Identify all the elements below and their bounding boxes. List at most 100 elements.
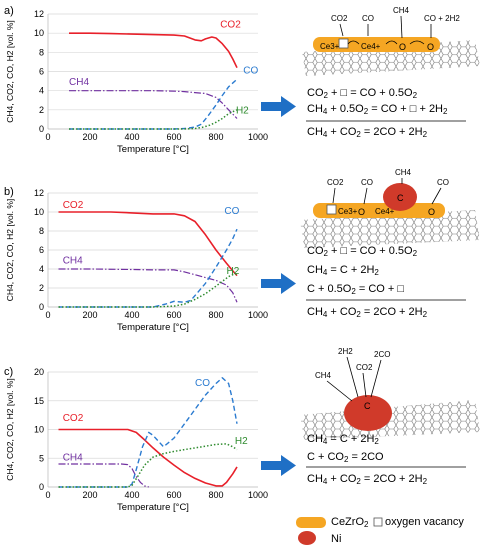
ce4-label: Ce4+ [375,207,395,216]
series-label-h2: H2 [236,106,249,117]
scheme-a: Ce3+ Ce4+ O O CO2 CO CH4 CO + 2H2 [302,6,480,76]
arrow-icon [261,455,296,476]
equation: CH4 + 0.5O2 = CO + □ + 2H2 [307,103,448,116]
series-label-ch4: CH4 [63,453,83,464]
x-tick-label: 400 [124,310,139,320]
co-label: CO [437,178,449,187]
series-line-co2 [69,32,238,69]
series-line-co [58,377,238,488]
graphene-sheet [300,210,480,248]
y-tick-label: 6 [39,67,44,77]
carbon-label: C [364,401,371,411]
arrow-icon [261,96,296,117]
arrow-icon [261,273,296,294]
series-label-co: CO [224,206,239,217]
y-tick-label: 20 [34,367,44,377]
series-label-ch4: CH4 [69,77,89,88]
x-axis-label: Temperature [°C] [117,502,189,513]
y-tick-label: 12 [34,188,44,198]
x-tick-label: 1000 [248,132,268,142]
panel-label-c: c) [4,366,13,378]
series-line-co [69,78,238,130]
y-tick-label: 10 [34,28,44,38]
oxygen-atom: O [428,207,435,217]
series-label-h2: H2 [227,266,240,277]
y-tick-label: 8 [39,226,44,236]
legend-cezro2: CeZrO2 [331,516,369,529]
legend-vacancy: oxygen vacancy [385,516,464,528]
series-label-h2: H2 [235,436,248,447]
series-label-co2: CO2 [63,413,84,424]
vacancy-icon [338,38,349,49]
x-tick-label: 200 [82,132,97,142]
y-tick-label: 15 [34,396,44,406]
x-tick-label: 400 [124,490,139,500]
series-line-h2 [58,273,238,308]
series-line-co2 [58,428,238,487]
y-tick-label: 6 [39,245,44,255]
equation: CO2 + □ = CO + 0.5O2 [307,87,418,100]
x-axis-label: Temperature [°C] [117,322,189,333]
series-label-co2: CO2 [220,19,241,30]
overall-equation: CH4 + CO2 = 2CO + 2H2 [307,306,428,319]
ni-particle [344,395,392,431]
panel-label-b: b) [4,186,14,198]
x-tick-label: 600 [166,132,181,142]
ce4-label: Ce4+ [361,42,381,51]
x-tick-label: 800 [208,490,223,500]
co-label: CO [362,14,374,23]
co-label: 2CO [374,350,390,359]
overall-equation: CH4 + CO2 = 2CO + 2H2 [307,473,428,486]
scheme-b: C Ce3+ Ce4+ O O CO2 CO CH4 CO [300,168,480,248]
y-axis-label: CH4, CO2, CO, H2 [vol. %] [5,20,15,123]
x-tick-label: 800 [208,310,223,320]
equation: C + 0.5O2 = CO + □ [307,283,404,296]
x-tick-label: 800 [208,132,223,142]
series-label-co2: CO2 [63,200,84,211]
x-tick-label: 0 [45,132,50,142]
y-tick-label: 10 [34,207,44,217]
oxygen-atom: O [399,42,406,52]
co-label: CO [361,178,373,187]
y-tick-label: 2 [39,283,44,293]
x-tick-label: 0 [45,490,50,500]
vacancy-icon [373,517,383,527]
y-tick-label: 0 [39,124,44,134]
y-axis-label: CH4, CO2, CO, H2 [vol. %] [5,199,15,302]
series-label-co: CO [243,65,258,76]
x-tick-label: 600 [166,310,181,320]
ch4-label: CH4 [315,371,332,380]
ni-legend-swatch [298,531,316,545]
panel-label-a: a) [4,5,14,17]
y-tick-label: 10 [34,425,44,435]
y-tick-label: 0 [39,302,44,312]
overall-equation: CH4 + CO2 = 2CO + 2H2 [307,126,428,139]
ch4-label: CH4 [393,6,410,15]
series-line-ch4 [58,463,149,488]
equation: C + CO2 = 2CO [307,451,384,464]
h2-label: 2H2 [338,347,353,356]
y-tick-label: 8 [39,47,44,57]
series-line-ch4 [58,268,238,303]
co2-label: CO2 [327,178,344,187]
series-line-h2 [69,109,238,130]
chart-0: 0 2 4 6 8 10 12 0 200 400 600 800 1000 Temperature [°… [5,9,268,155]
series-line-co [58,228,238,308]
x-tick-label: 400 [124,132,139,142]
ce3-label: Ce3+ [320,42,340,51]
x-tick-label: 200 [82,490,97,500]
y-tick-label: 2 [39,105,44,115]
vacancy-icon [326,204,337,215]
y-axis-label: CH4, CO2, CO, H2 [vol. %] [5,378,15,481]
oxygen-atom: O [358,207,365,217]
y-tick-label: 0 [39,482,44,492]
x-axis-label: Temperature [°C] [117,144,189,155]
equation: CH4 = C + 2H2 [307,433,379,446]
carbon-label: C [397,193,404,203]
co2-label: CO2 [331,14,348,23]
x-tick-label: 1000 [248,310,268,320]
series-label-co: CO [195,378,210,389]
equation: CO2 + □ = CO + 0.5O2 [307,245,418,258]
